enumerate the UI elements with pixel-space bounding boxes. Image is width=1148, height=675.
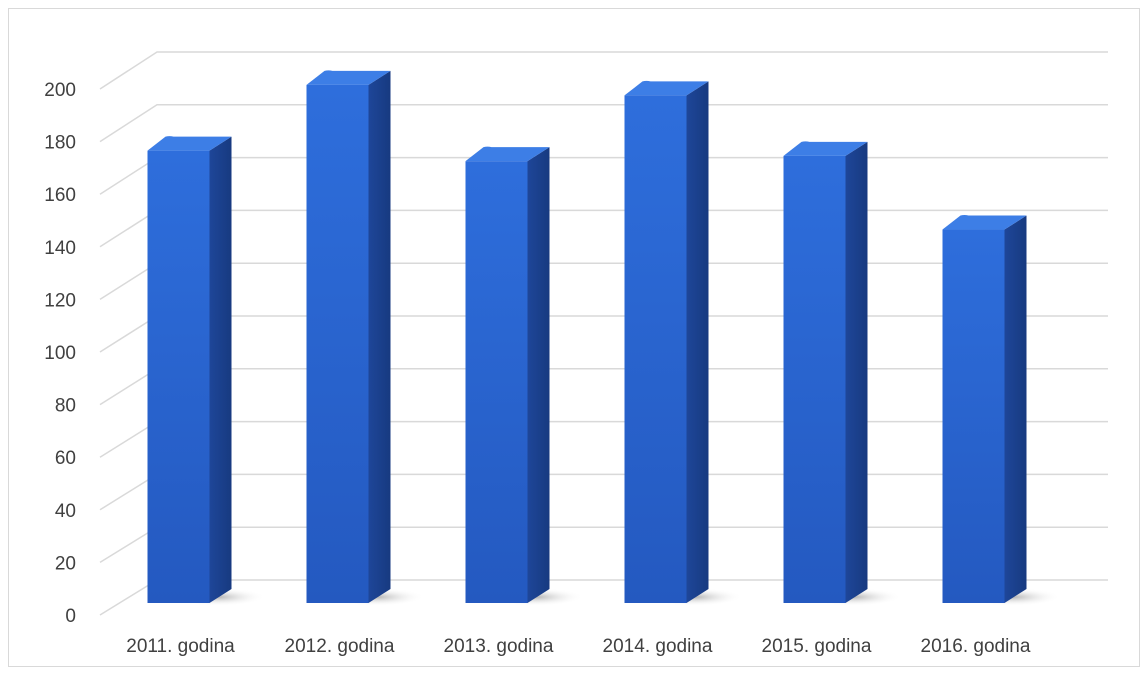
y-tick-label: 100 bbox=[44, 343, 76, 364]
x-axis-tick-labels: 2011. godina 2012. godina 2013. godina 2014… bbox=[126, 636, 1031, 657]
y-tick-label: 20 bbox=[55, 553, 76, 574]
bar bbox=[942, 215, 1027, 604]
x-tick-label: 2011. godina bbox=[126, 636, 235, 657]
y-tick-label: 160 bbox=[44, 185, 76, 206]
x-tick-label: 2015. godina bbox=[762, 636, 872, 657]
bar-top-face bbox=[465, 146, 550, 162]
bar-top-face bbox=[147, 136, 232, 151]
y-axis-tick-labels: 0 20 40 60 80 100 120 140 160 180 200 bbox=[44, 80, 76, 627]
bar bbox=[783, 141, 868, 603]
gridline bbox=[99, 156, 1108, 195]
bar-front-face bbox=[783, 155, 846, 603]
y-tick-label: 60 bbox=[55, 448, 76, 469]
bar-front-face bbox=[147, 150, 210, 603]
y-tick-label: 40 bbox=[55, 501, 76, 522]
x-tick-label: 2014. godina bbox=[603, 636, 713, 657]
y-tick-label: 180 bbox=[44, 133, 76, 154]
x-tick-label: 2013. godina bbox=[444, 636, 554, 657]
bar bbox=[465, 146, 550, 603]
bar-top-face bbox=[783, 141, 868, 156]
gridline bbox=[99, 51, 1108, 90]
y-tick-label: 200 bbox=[44, 80, 76, 101]
bar-front-face bbox=[624, 95, 687, 603]
y-tick-label: 80 bbox=[55, 396, 76, 417]
bar-shadows bbox=[169, 588, 1061, 606]
bar-side-face bbox=[368, 70, 391, 603]
bars bbox=[147, 70, 1027, 604]
bar-side-face bbox=[209, 136, 232, 603]
bar-side-face bbox=[527, 147, 550, 603]
bar-front-face bbox=[306, 84, 369, 603]
bar-front-face bbox=[942, 229, 1005, 604]
bar-side-face bbox=[1004, 215, 1027, 604]
bar-side-face bbox=[686, 81, 709, 603]
bar bbox=[147, 136, 232, 603]
y-tick-label: 0 bbox=[65, 606, 76, 627]
bar-front-face bbox=[465, 161, 528, 603]
x-tick-label: 2012. godina bbox=[285, 636, 395, 657]
bar-top-face bbox=[306, 70, 391, 85]
bar bbox=[624, 80, 709, 603]
bar-side-face bbox=[845, 141, 868, 603]
x-tick-label: 2016. godina bbox=[921, 636, 1031, 657]
bar-top-face bbox=[624, 80, 709, 96]
bar bbox=[306, 70, 391, 603]
gridline bbox=[99, 104, 1108, 143]
y-tick-label: 140 bbox=[44, 238, 76, 259]
y-tick-label: 120 bbox=[44, 290, 76, 311]
bar-top-face bbox=[942, 215, 1027, 230]
